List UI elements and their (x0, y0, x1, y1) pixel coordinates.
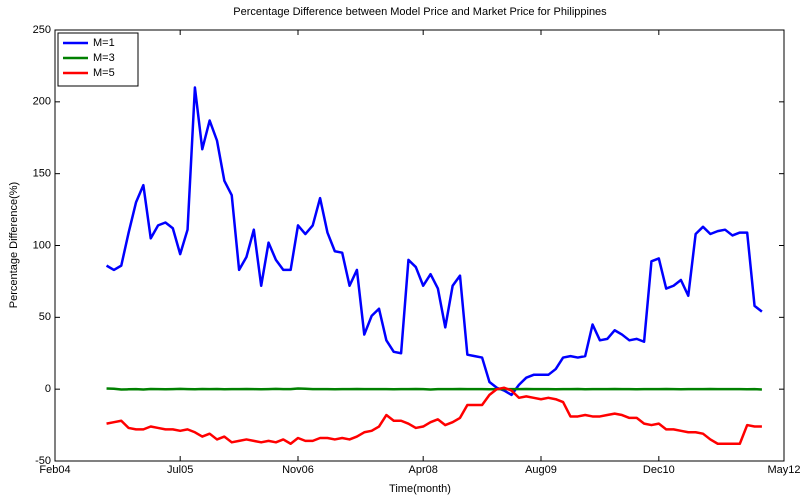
data-line (106, 386, 762, 446)
x-tick-label: May12 (767, 464, 800, 476)
y-tick-label: 100 (33, 239, 51, 251)
legend-label: M=1 (93, 37, 115, 49)
y-tick-label: 0 (45, 383, 51, 395)
y-tick-label: 250 (33, 24, 51, 36)
data-line (105, 86, 763, 397)
chart-title: Percentage Difference between Model Pric… (233, 6, 607, 18)
x-tick-label: Dec10 (643, 464, 675, 476)
x-axis-label: Time(month) (389, 483, 451, 495)
y-tick-label: 50 (39, 311, 51, 323)
x-tick-label: Feb04 (39, 464, 70, 476)
x-tick-label: Jul05 (167, 464, 193, 476)
x-tick-label: Apr08 (409, 464, 438, 476)
x-tick-label: Aug09 (525, 464, 557, 476)
legend-label: M=5 (93, 67, 115, 79)
y-tick-label: 200 (33, 96, 51, 108)
y-tick-label: -50 (35, 455, 51, 467)
legend-label: M=3 (93, 52, 115, 64)
y-axis-label: Percentage Difference(%) (8, 182, 20, 308)
plot-area (54, 29, 785, 462)
data-line (106, 387, 762, 391)
y-tick-label: 150 (33, 168, 51, 180)
legend: M=1 M=3 M=5 (57, 32, 139, 87)
x-tick-label: Nov06 (282, 464, 314, 476)
